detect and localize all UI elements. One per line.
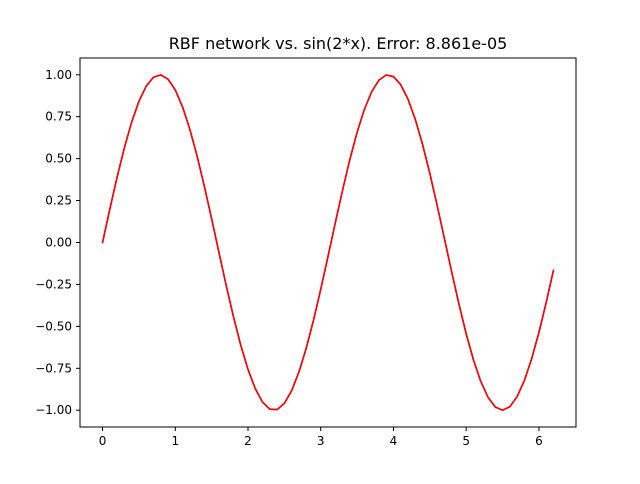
- x-tick-label: 6: [535, 434, 543, 448]
- plot-frame: [79, 57, 577, 428]
- x-tick-label: 0: [99, 434, 107, 448]
- y-tick-label: 0.25: [45, 194, 72, 208]
- y-tick-label: −0.50: [35, 319, 72, 333]
- ticks-layer: 0 1 2 3 4 5 6 1.00 0.75 0.50 0.25 0.00 −0.25 −0.50 −0.…: [35, 68, 543, 448]
- y-tick-label: 1.00: [45, 68, 72, 82]
- x-tick-label: 3: [317, 434, 325, 448]
- series-line-1: [101, 74, 555, 412]
- y-tick-label: −0.25: [35, 277, 72, 291]
- series-layer: [101, 74, 555, 412]
- y-tick-label: −0.75: [35, 361, 72, 375]
- x-tick-label: 1: [171, 434, 179, 448]
- y-tick-label: 0.75: [45, 110, 72, 124]
- y-tick-label: 0.00: [45, 236, 72, 250]
- x-tick-label: 4: [390, 434, 398, 448]
- chart-title: RBF network vs. sin(2*x). Error: 8.861e-…: [169, 34, 508, 53]
- y-tick-label: −1.00: [35, 403, 72, 417]
- y-tick-label: 0.50: [45, 152, 72, 166]
- x-tick-label: 5: [462, 434, 470, 448]
- x-tick-label: 2: [244, 434, 252, 448]
